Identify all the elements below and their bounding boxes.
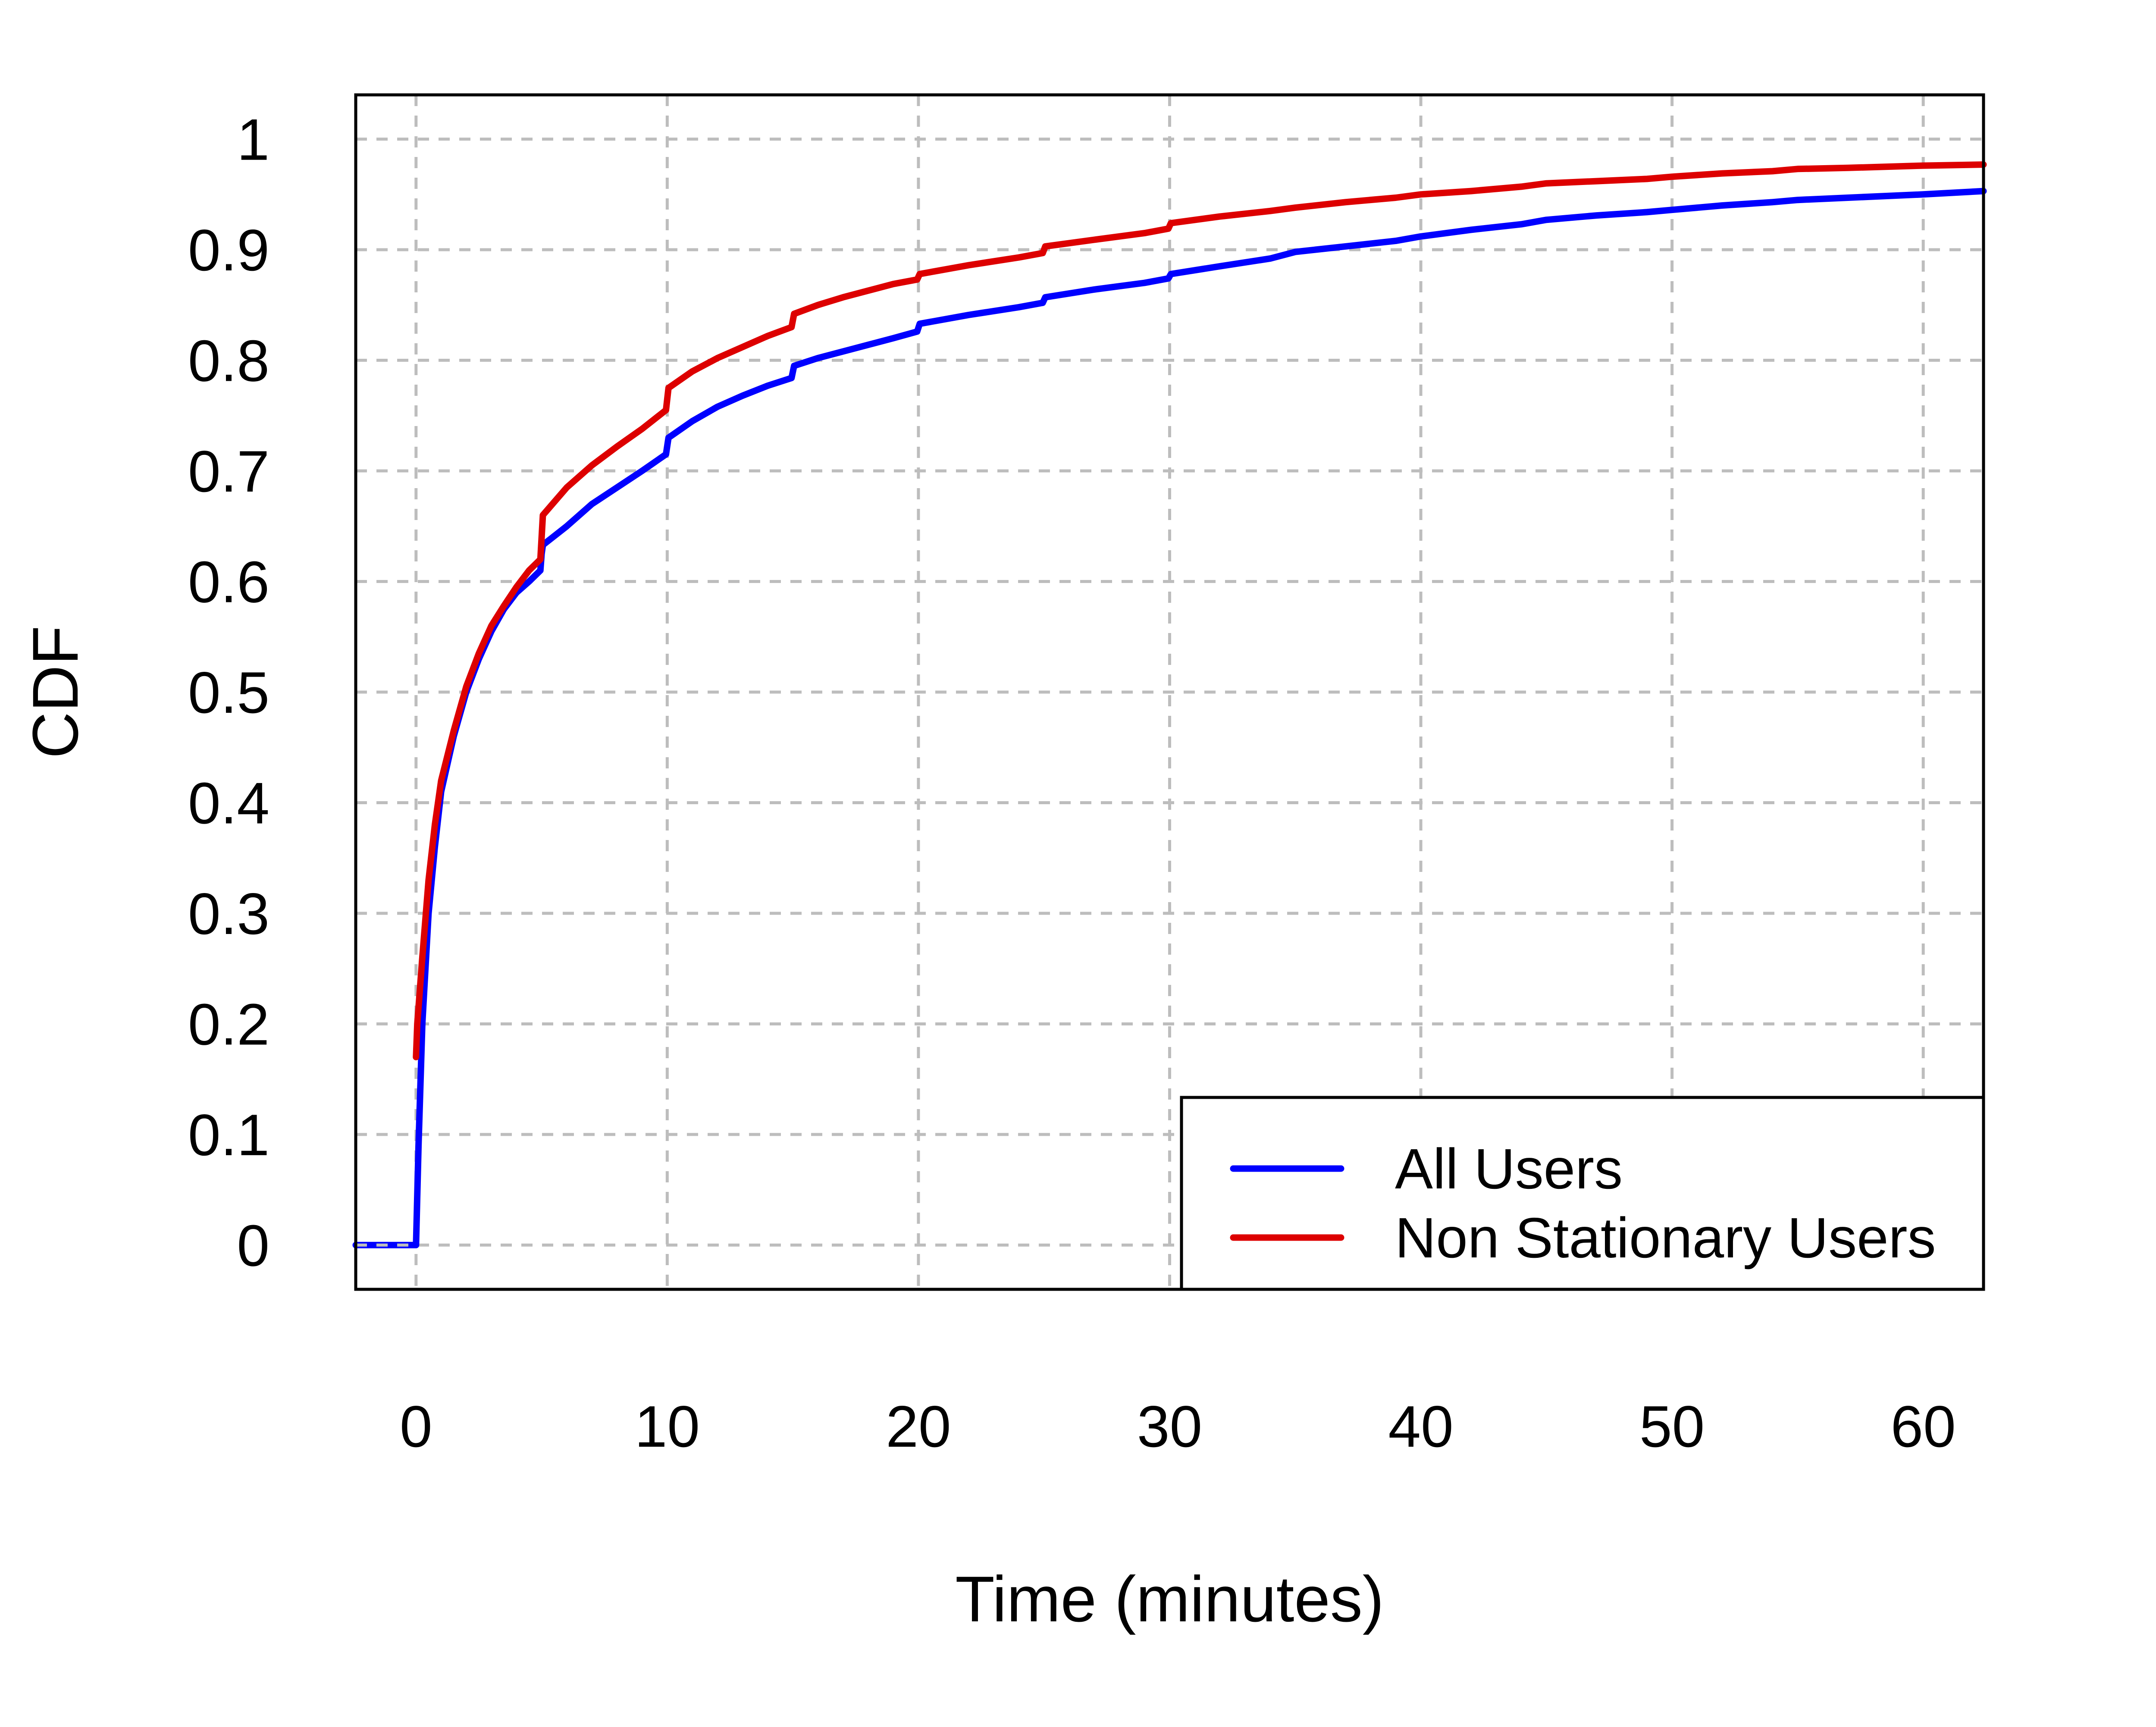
grid-layer: [356, 95, 1984, 1289]
plot-frame: [354, 93, 1985, 1291]
y-tick-label: 0.9: [188, 217, 270, 283]
series-layer: [352, 161, 1987, 1248]
legend-label-all-users: All Users: [1395, 1137, 1623, 1200]
x-tick-labels: 0 10 20 30 40 50 60: [400, 1394, 1956, 1459]
y-tick-label: 0.2: [188, 991, 270, 1057]
x-tick-label: 50: [1639, 1394, 1705, 1459]
y-tick-labels: 0 0.1 0.2 0.3 0.4 0.5 0.6 0.7 0.8 0.9 1: [188, 107, 270, 1279]
y-tick-label: 1: [237, 107, 270, 172]
y-tick-label: 0.6: [188, 549, 270, 615]
y-tick-label: 0.8: [188, 328, 270, 394]
series-line-non-stationary-users: [413, 161, 1987, 1060]
x-tick-label: 40: [1388, 1394, 1453, 1459]
y-tick-label: 0.3: [188, 881, 270, 947]
x-tick-label: 60: [1891, 1394, 1956, 1459]
y-tick-label: 0.4: [188, 770, 270, 836]
x-tick-label: 20: [886, 1394, 951, 1459]
x-tick-label: 10: [635, 1394, 700, 1459]
x-tick-label: 0: [400, 1394, 432, 1459]
y-tick-label: 0.1: [188, 1102, 270, 1168]
legend-label-non-stationary-users: Non Stationary Users: [1395, 1206, 1936, 1269]
legend-frame: [1180, 1096, 1985, 1291]
x-axis-title: Time (minutes): [955, 1563, 1384, 1635]
y-axis-title: CDF: [19, 626, 91, 759]
y-tick-label: 0: [237, 1213, 270, 1278]
x-tick-label: 30: [1137, 1394, 1202, 1459]
y-tick-label: 0.5: [188, 660, 270, 725]
y-tick-label: 0.7: [188, 439, 270, 504]
legend: All Users Non Stationary Users: [1180, 1096, 1985, 1291]
